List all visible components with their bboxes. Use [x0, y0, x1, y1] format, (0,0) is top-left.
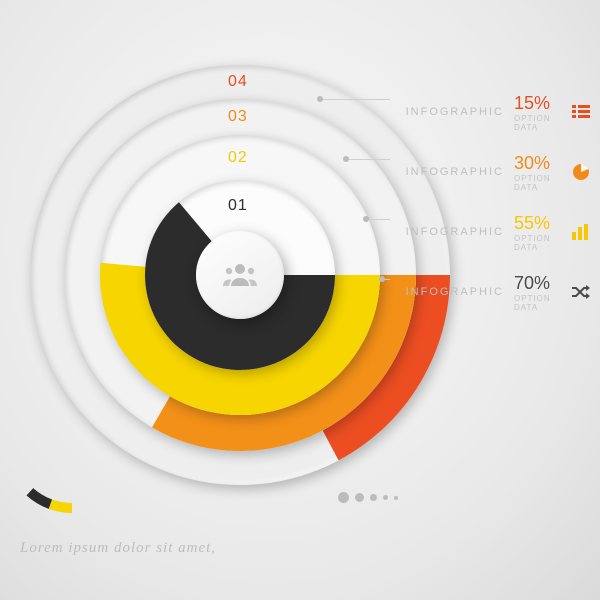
trail-dot — [370, 494, 377, 501]
trail-dot — [394, 496, 398, 500]
list-icon — [570, 105, 592, 119]
trail-dot — [355, 493, 364, 502]
legend-label: INFOGRAPHIC — [382, 106, 504, 118]
legend-pct: 30% — [514, 153, 570, 174]
trail-dot — [338, 492, 349, 503]
ring-number-01: 01 — [228, 197, 248, 215]
hub — [196, 231, 284, 319]
legend-label: INFOGRAPHIC — [382, 166, 504, 178]
legend-row-03: INFOGRAPHIC 30% OPTION DATA — [382, 142, 592, 202]
legend-pct: 70% — [514, 273, 570, 294]
people-icon — [222, 262, 258, 288]
legend-pct: 55% — [514, 213, 570, 234]
legend-option: OPTION DATA — [514, 234, 570, 252]
lorem-caption: Lorem ipsum dolor sit amet, — [20, 540, 216, 557]
ring-number-02: 02 — [228, 149, 248, 167]
legend-pct: 15% — [514, 93, 570, 114]
legend-option: OPTION DATA — [514, 114, 570, 132]
ring-number-04: 04 — [228, 73, 248, 91]
legend-label: INFOGRAPHIC — [382, 286, 504, 298]
ring-number-03: 03 — [228, 108, 248, 126]
legend-option: OPTION DATA — [514, 294, 570, 312]
mini-arc-legend — [2, 375, 72, 515]
pie-icon — [570, 163, 592, 181]
bar-icon — [570, 224, 592, 240]
legend-row-04: INFOGRAPHIC 15% OPTION DATA — [382, 82, 592, 142]
legend-option: OPTION DATA — [514, 174, 570, 192]
legend-sidebar: INFOGRAPHIC 15% OPTION DATA INFOGRAPHIC … — [382, 82, 592, 322]
legend-label: INFOGRAPHIC — [382, 226, 504, 238]
trail-dot — [383, 495, 388, 500]
shuffle-icon — [570, 285, 592, 299]
legend-row-01: INFOGRAPHIC 70% OPTION DATA — [382, 262, 592, 322]
legend-row-02: INFOGRAPHIC 55% OPTION DATA — [382, 202, 592, 262]
dot-trail — [338, 492, 398, 503]
